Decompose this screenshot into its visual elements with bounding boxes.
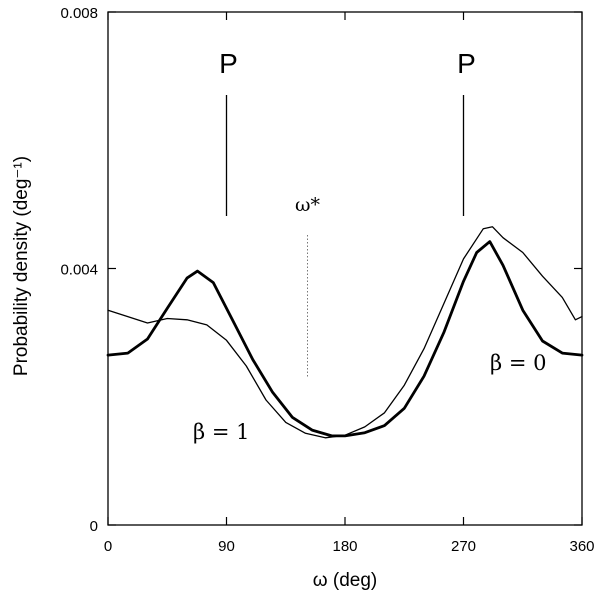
beta-0-label: β = 0 xyxy=(490,351,546,375)
series-lines xyxy=(106,226,584,439)
p-right-label: P xyxy=(457,48,476,79)
x-tick-label: 0 xyxy=(104,538,112,555)
omega-star-label: ω* xyxy=(295,194,320,216)
beta-1-label: β = 1 xyxy=(193,420,249,444)
axis-ticks: 0 90 180 270 360 0 0.004 0.008 xyxy=(60,5,594,555)
y-tick-label: 0.008 xyxy=(60,5,98,22)
series-line-beta-1 xyxy=(107,226,583,439)
y-tick-label: 0 xyxy=(90,518,98,535)
annotations: P P ω* β = 0 β = 1 xyxy=(193,48,546,444)
x-tick-label: 270 xyxy=(451,538,476,555)
x-axis-title: ω (deg) xyxy=(313,570,377,591)
y-axis-title: Probability density (deg⁻¹) xyxy=(11,156,32,376)
series-line-beta-0 xyxy=(106,240,584,438)
x-tick-label: 360 xyxy=(569,538,594,555)
p-left-label: P xyxy=(219,48,238,79)
x-tick-label: 180 xyxy=(332,538,357,555)
y-tick-label: 0.004 xyxy=(60,262,98,279)
x-tick-label: 90 xyxy=(218,538,235,555)
